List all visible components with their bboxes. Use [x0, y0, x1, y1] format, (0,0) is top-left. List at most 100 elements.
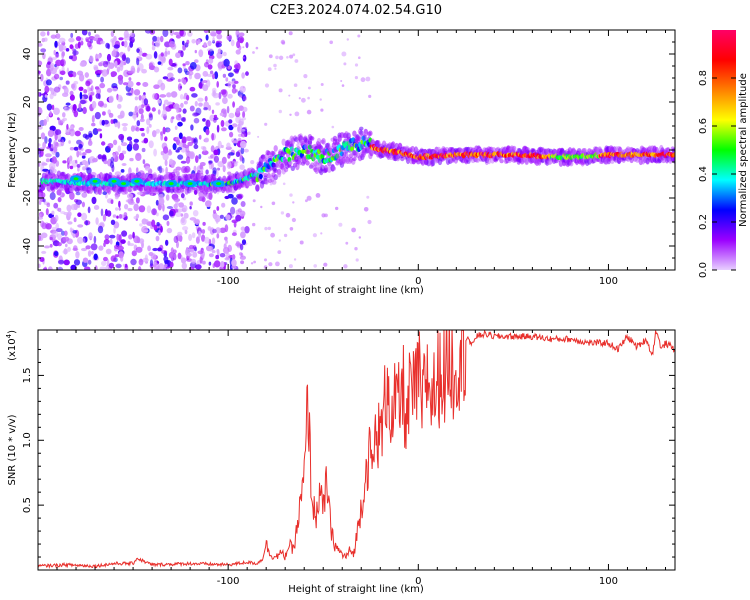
spectrogram-panel: -100 0 100 -40 -20 0 20 40 Height of straight l… — [7, 29, 676, 296]
spectral-noise-blob — [44, 85, 50, 94]
spectral-noise-blob — [185, 136, 193, 142]
spectral-noise-blob — [366, 195, 370, 199]
spectral-noise-blob — [298, 97, 301, 100]
spectral-noise-blob — [133, 89, 141, 96]
spectral-noise-blob — [102, 214, 107, 222]
spectral-noise-blob — [87, 259, 92, 265]
spectral-noise-blob — [77, 203, 80, 208]
spectral-noise-blob — [82, 257, 89, 263]
spectral-noise-blob — [185, 61, 190, 66]
spectral-noise-blob — [194, 264, 202, 270]
spectral-noise-blob — [188, 151, 195, 160]
spectral-noise-blob — [108, 262, 115, 269]
spectral-noise-blob — [167, 128, 170, 133]
spectral-noise-blob — [206, 73, 213, 77]
spectral-noise-blob — [130, 258, 137, 266]
spectral-noise-blob — [240, 131, 246, 138]
snr-scale-suffix: ) — [7, 330, 18, 334]
spectral-noise-blob — [123, 212, 128, 217]
spectral-noise-blob — [103, 242, 106, 248]
spectral-noise-blob — [197, 39, 201, 44]
spectral-noise-blob — [85, 220, 88, 226]
spectral-noise-blob — [95, 93, 100, 99]
spectral-noise-blob — [205, 34, 209, 41]
spectral-noise-blob — [323, 262, 328, 267]
spectral-noise-blob — [176, 241, 179, 249]
spectral-noise-blob — [212, 92, 220, 99]
spectral-noise-blob — [232, 123, 238, 128]
spectral-noise-blob — [244, 226, 250, 234]
spectral-noise-blob — [79, 91, 83, 100]
spectral-noise-blob — [114, 254, 120, 258]
spectral-noise-blob — [110, 255, 117, 262]
spectral-noise-blob — [183, 212, 189, 219]
spectral-noise-blob — [360, 77, 366, 83]
spectral-noise-blob — [215, 42, 222, 48]
spectral-noise-blob — [151, 45, 156, 51]
spectral-noise-blob — [151, 208, 158, 216]
spectral-ridge-halo — [337, 136, 342, 142]
spectral-noise-blob — [46, 68, 52, 77]
spectral-noise-blob — [89, 55, 94, 63]
spectral-ridge-halo — [271, 151, 276, 156]
spectral-noise-blob — [144, 254, 148, 261]
spectral-noise-blob — [221, 202, 226, 208]
spectral-noise-blob — [57, 266, 64, 270]
spectral-noise-blob — [215, 227, 221, 234]
spectral-noise-blob — [236, 194, 243, 200]
spectral-noise-blob — [234, 80, 239, 84]
spectral-noise-blob — [252, 51, 255, 54]
spectral-noise-blob — [99, 221, 105, 226]
spectral-noise-blob — [158, 197, 165, 206]
spectral-noise-blob — [75, 199, 82, 205]
spectral-noise-blob — [133, 203, 139, 212]
spectral-noise-blob — [189, 217, 197, 221]
spectral-noise-blob — [233, 68, 240, 73]
spectral-noise-blob — [242, 95, 247, 101]
spectral-noise-blob — [88, 31, 91, 37]
spectral-noise-blob — [182, 142, 187, 148]
spectral-noise-blob — [109, 234, 116, 239]
spectral-noise-blob — [94, 86, 100, 90]
spectral-noise-blob — [280, 211, 285, 215]
spectral-noise-blob — [106, 53, 112, 62]
spectral-noise-blob — [185, 146, 190, 153]
spectral-noise-blob — [135, 167, 139, 173]
spectral-noise-blob — [289, 54, 294, 59]
spectral-noise-blob — [53, 107, 60, 116]
spectral-noise-blob — [40, 31, 46, 37]
spectral-ridge-halo — [356, 136, 362, 142]
spectral-noise-blob — [44, 94, 48, 98]
spectral-noise-blob — [72, 230, 78, 234]
spectral-noise-blob — [95, 217, 99, 225]
spectral-noise-blob — [68, 73, 74, 78]
spectral-ridge-halo — [672, 156, 675, 163]
spectral-ridge-halo — [569, 161, 574, 167]
spectral-noise-blob — [182, 63, 186, 67]
spectral-noise-blob — [65, 80, 70, 85]
spectral-noise-blob — [81, 201, 85, 208]
spectral-noise-blob — [211, 87, 217, 94]
spectral-noise-blob — [105, 248, 112, 255]
spectral-noise-blob — [319, 98, 322, 101]
spectral-noise-blob — [191, 39, 196, 44]
spectral-noise-blob — [216, 169, 219, 178]
spectral-noise-blob — [141, 68, 148, 74]
spectral-noise-blob — [182, 40, 185, 46]
spectral-noise-blob — [93, 235, 97, 244]
spectral-noise-blob — [55, 59, 62, 66]
spectral-noise-blob — [168, 210, 174, 217]
spectral-noise-blob — [165, 239, 169, 246]
spectral-noise-blob — [155, 39, 161, 48]
spectral-ridge-halo — [281, 138, 286, 146]
spectral-noise-blob — [181, 217, 185, 224]
spectral-noise-blob — [162, 30, 169, 37]
spectral-noise-blob — [151, 107, 156, 112]
spectral-noise-blob — [160, 82, 166, 91]
spectral-noise-blob — [264, 226, 268, 231]
spectral-noise-blob — [62, 236, 70, 242]
spectral-noise-blob — [85, 167, 90, 171]
spectral-noise-blob — [193, 117, 200, 124]
spectral-noise-blob — [173, 31, 180, 36]
spectral-noise-blob — [189, 62, 197, 70]
